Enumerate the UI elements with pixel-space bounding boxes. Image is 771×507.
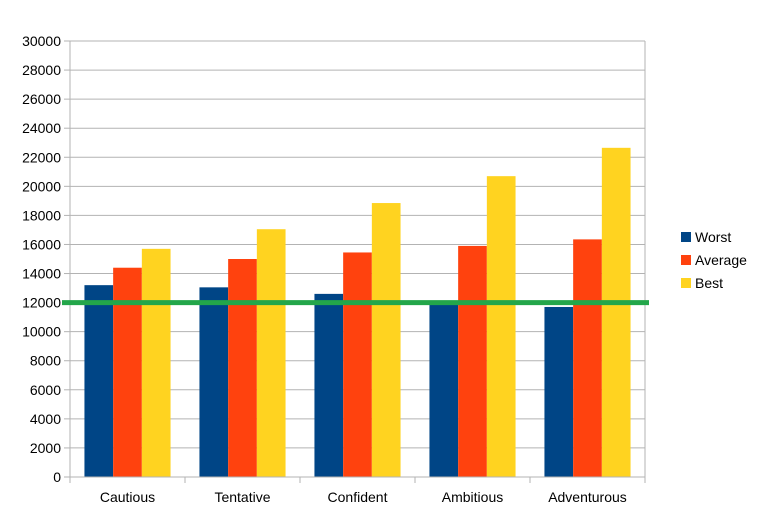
axes: [64, 41, 646, 483]
x-tick-labels: Cautious Tentative Confident Ambitious Adven…: [100, 489, 627, 505]
legend-swatch-average: [681, 255, 691, 265]
y-tick-label: 0: [53, 469, 61, 485]
bar-average-adventurous: [573, 239, 602, 477]
bar-average-confident: [343, 252, 372, 477]
legend: Worst Average Best: [681, 229, 747, 291]
x-tick-label: Adventurous: [548, 489, 627, 505]
bar-best-cautious: [141, 248, 171, 477]
legend-label-worst: Worst: [695, 229, 731, 245]
y-tick-label: 24000: [22, 120, 61, 136]
x-tick-label: Cautious: [100, 489, 155, 505]
y-tick-label: 22000: [22, 149, 61, 165]
y-tick-labels: 0 2000 4000 6000 8000 10000 12000 14000 16000 180…: [22, 33, 61, 485]
y-tick-label: 8000: [30, 353, 61, 369]
y-tick-label: 20000: [22, 178, 61, 194]
bar-worst-cautious: [84, 285, 114, 477]
y-tick-label: 6000: [30, 382, 61, 398]
bar-best-tentative: [256, 229, 286, 477]
legend-label-average: Average: [695, 252, 747, 268]
x-tick-label: Confident: [328, 489, 388, 505]
bar-average-tentative: [228, 259, 257, 477]
bar-worst-adventurous: [544, 306, 574, 477]
bar-worst-confident: [314, 293, 344, 477]
y-tick-label: 18000: [22, 207, 61, 223]
y-tick-label: 14000: [22, 266, 61, 282]
x-tick-label: Tentative: [214, 489, 270, 505]
bar-best-confident: [371, 203, 401, 477]
y-tick-label: 26000: [22, 91, 61, 107]
legend-swatch-best: [681, 278, 691, 288]
y-tick-label: 10000: [22, 324, 61, 340]
y-tick-label: 2000: [30, 440, 61, 456]
y-tick-label: 12000: [22, 295, 61, 311]
bar-worst-tentative: [199, 287, 229, 477]
y-tick-label: 4000: [30, 411, 61, 427]
y-tick-label: 16000: [22, 236, 61, 252]
bar-average-ambitious: [458, 245, 487, 477]
y-tick-label: 28000: [22, 62, 61, 78]
bar-worst-ambitious: [429, 301, 459, 477]
legend-swatch-worst: [681, 232, 691, 242]
bar-best-adventurous: [601, 147, 631, 477]
x-tick-label: Ambitious: [442, 489, 503, 505]
legend-label-best: Best: [695, 275, 723, 291]
y-tick-label: 30000: [22, 33, 61, 49]
bar-average-cautious: [113, 267, 142, 477]
bar-best-ambitious: [486, 176, 516, 477]
bars: [84, 147, 631, 477]
